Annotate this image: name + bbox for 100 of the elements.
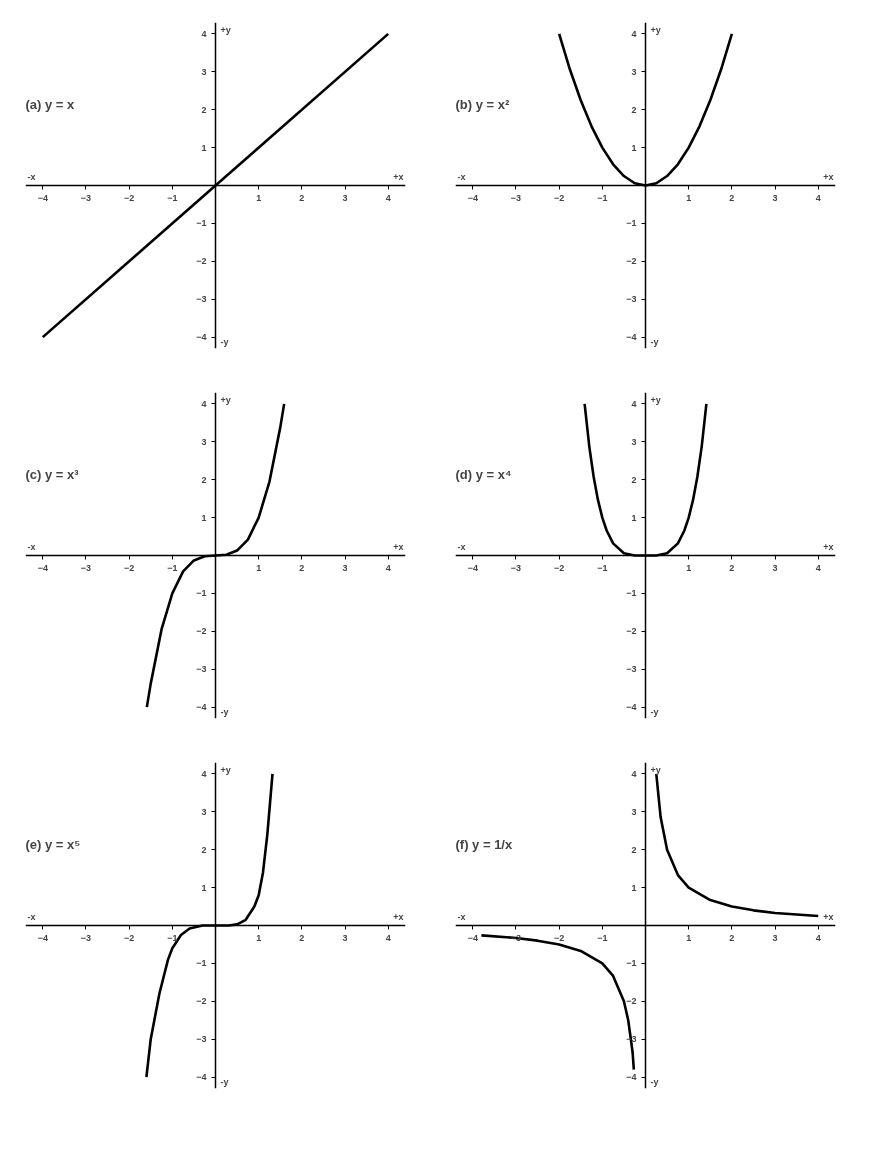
x-tick-label: −1 — [597, 562, 608, 573]
x-tick-label: 3 — [342, 192, 348, 203]
y-tick-label: −2 — [196, 256, 207, 267]
y-tick-label: −1 — [196, 588, 207, 599]
x-tick-label: −3 — [510, 192, 522, 203]
y-tick-label: −4 — [196, 1072, 207, 1083]
y-tick-label: −4 — [626, 702, 637, 713]
y-tick-label: −1 — [626, 958, 637, 969]
y-tick-label: −3 — [196, 294, 207, 305]
y-tick-label: 2 — [201, 844, 207, 855]
x-tick-label: −2 — [124, 562, 135, 573]
x-tick-label: −1 — [167, 932, 178, 943]
x-tick-label: 3 — [772, 562, 778, 573]
x-axis-title: +x — [393, 911, 404, 922]
annotation: -x — [457, 911, 466, 922]
y-axis-title: +y — [220, 764, 231, 775]
x-tick-label: 4 — [815, 562, 821, 573]
x-tick-label: 4 — [815, 192, 821, 203]
x-tick-label: 1 — [686, 562, 692, 573]
x-tick-label: 4 — [385, 192, 391, 203]
x-tick-label: −2 — [554, 562, 565, 573]
annotation: -x — [27, 541, 36, 552]
text: (a) y = x — [25, 96, 76, 112]
y-tick-label: −4 — [626, 1072, 637, 1083]
y-tick-label: 4 — [631, 398, 637, 409]
x-tick-label: −4 — [37, 932, 48, 943]
y-tick-label: 1 — [631, 142, 637, 153]
y-tick-label: −1 — [196, 218, 207, 229]
y-axis-title: +y — [220, 24, 231, 35]
x-tick-label: 2 — [299, 932, 305, 943]
y-tick-label: 3 — [631, 436, 637, 447]
y-axis-title: +y — [650, 394, 661, 405]
x-tick-label: 4 — [815, 932, 821, 943]
x-axis-title: +x — [823, 911, 834, 922]
x-tick-label: −2 — [124, 192, 135, 203]
y-tick-label: 1 — [631, 512, 637, 523]
text: (b) y = x² — [455, 96, 510, 112]
x-tick-label: 2 — [729, 932, 735, 943]
x-axis-title: +x — [823, 541, 834, 552]
y-tick-label: −2 — [626, 996, 637, 1007]
y-tick-label: −4 — [626, 332, 637, 343]
text: (e) y = x⁵ — [25, 836, 81, 852]
x-tick-label: 4 — [385, 932, 391, 943]
y-tick-label: −4 — [196, 332, 207, 343]
y-tick-label: 2 — [631, 104, 637, 115]
x-tick-label: −3 — [80, 932, 92, 943]
y-tick-label: 4 — [201, 398, 207, 409]
x-tick-label: 1 — [256, 562, 262, 573]
y-tick-label: 2 — [631, 844, 637, 855]
annotation: -y — [650, 706, 659, 717]
x-tick-label: 2 — [729, 562, 735, 573]
annotation: -y — [650, 336, 659, 347]
x-tick-label: 2 — [729, 192, 735, 203]
x-tick-label: −4 — [467, 192, 478, 203]
x-tick-label: −3 — [510, 562, 522, 573]
x-tick-label: −2 — [554, 192, 565, 203]
annotation: -y — [220, 1076, 229, 1087]
y-tick-label: 3 — [201, 806, 207, 817]
x-tick-label: 3 — [772, 192, 778, 203]
annotation: -x — [457, 541, 466, 552]
y-axis-title: +y — [220, 394, 231, 405]
y-tick-label: 1 — [631, 882, 637, 893]
y-tick-label: 2 — [201, 104, 207, 115]
y-axis-title: +y — [650, 24, 661, 35]
y-tick-label: 2 — [201, 474, 207, 485]
y-axis-title: +y — [650, 764, 661, 775]
text: (f) y = 1/x — [455, 836, 513, 852]
x-tick-label: −4 — [37, 562, 48, 573]
annotation: -x — [27, 911, 36, 922]
x-tick-label: 1 — [256, 932, 262, 943]
y-tick-label: −3 — [626, 664, 637, 675]
y-tick-label: −3 — [196, 1034, 207, 1045]
x-tick-label: −3 — [80, 562, 92, 573]
x-axis-title: +x — [393, 171, 404, 182]
y-tick-label: 3 — [201, 66, 207, 77]
y-tick-label: 4 — [201, 768, 207, 779]
x-tick-label: −1 — [597, 932, 608, 943]
y-tick-label: −3 — [196, 664, 207, 675]
y-tick-label: −2 — [196, 996, 207, 1007]
x-tick-label: 2 — [299, 562, 305, 573]
x-tick-label: −1 — [167, 562, 178, 573]
y-tick-label: 1 — [201, 142, 207, 153]
y-tick-label: 3 — [631, 806, 637, 817]
x-tick-label: 1 — [686, 932, 692, 943]
x-tick-label: −1 — [597, 192, 608, 203]
y-tick-label: 3 — [201, 436, 207, 447]
y-tick-label: −2 — [626, 626, 637, 637]
y-tick-label: −3 — [626, 294, 637, 305]
y-tick-label: −2 — [626, 256, 637, 267]
y-tick-label: −2 — [196, 626, 207, 637]
y-tick-label: −1 — [196, 958, 207, 969]
y-tick-label: 1 — [201, 512, 207, 523]
x-tick-label: −4 — [467, 932, 478, 943]
x-axis-title: +x — [393, 541, 404, 552]
x-tick-label: 4 — [385, 562, 391, 573]
text: (d) y = x⁴ — [455, 466, 512, 482]
annotation: -y — [220, 706, 229, 717]
x-tick-label: −4 — [37, 192, 48, 203]
y-tick-label: 3 — [631, 66, 637, 77]
y-tick-label: 4 — [631, 768, 637, 779]
